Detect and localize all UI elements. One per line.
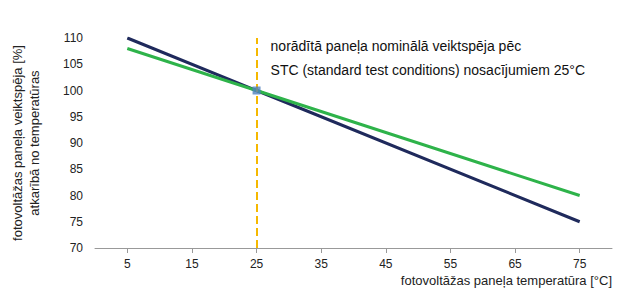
svg-text:fotovoltāžas paneļa veiktspēja: fotovoltāžas paneļa veiktspēja [%] [10, 45, 25, 241]
svg-text:35: 35 [315, 257, 329, 271]
svg-text:85: 85 [70, 162, 84, 176]
svg-text:75: 75 [573, 257, 587, 271]
svg-text:45: 45 [379, 257, 393, 271]
svg-text:55: 55 [444, 257, 458, 271]
svg-text:105: 105 [63, 57, 83, 71]
svg-text:STC (standard test conditions): STC (standard test conditions) nosacījum… [271, 62, 586, 78]
svg-text:80: 80 [70, 189, 84, 203]
svg-text:65: 65 [508, 257, 522, 271]
svg-text:90: 90 [70, 136, 84, 150]
svg-text:5: 5 [124, 257, 131, 271]
svg-text:15: 15 [185, 257, 199, 271]
svg-text:norādītā paneļa nominālā veikt: norādītā paneļa nominālā veiktspēja pēc [271, 38, 522, 54]
svg-text:70: 70 [70, 241, 84, 255]
svg-text:110: 110 [64, 31, 83, 45]
svg-text:75: 75 [70, 215, 84, 229]
svg-text:25: 25 [250, 257, 264, 271]
svg-text:atkarībā no temperatūras: atkarībā no temperatūras [27, 70, 42, 216]
svg-text:95: 95 [70, 110, 84, 124]
svg-text:100: 100 [63, 84, 83, 98]
svg-text:fotovoltāžas paneļa temperatūr: fotovoltāžas paneļa temperatūra [°C] [401, 273, 612, 288]
